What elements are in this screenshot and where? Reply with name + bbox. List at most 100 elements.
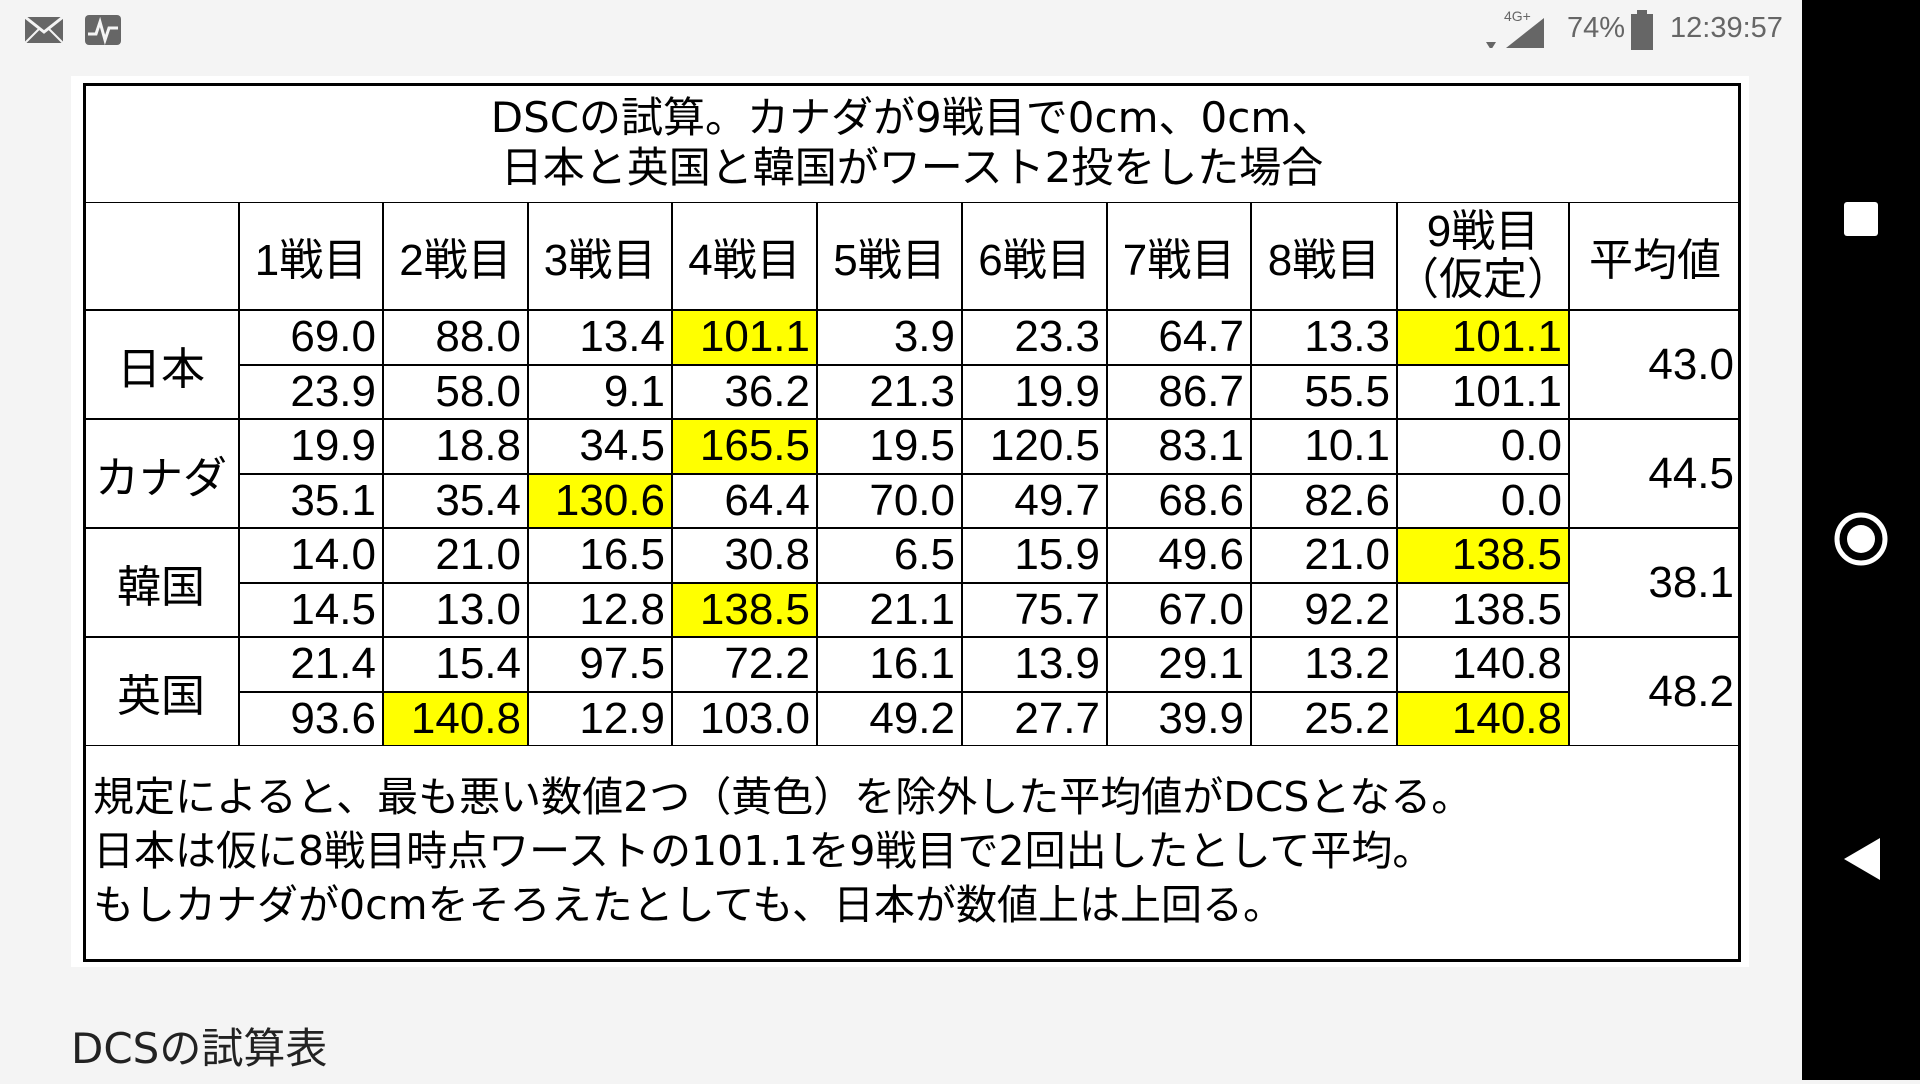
value-cell: 21.3 xyxy=(817,364,962,419)
value-cell: 21.4 xyxy=(239,637,383,692)
header-cell: 平均値 xyxy=(1569,202,1741,310)
value-cell: 19.9 xyxy=(239,419,383,474)
value-cell: 34.5 xyxy=(528,419,672,474)
value-cell: 14.5 xyxy=(239,582,383,637)
value-cell: 64.4 xyxy=(672,473,817,528)
value-cell: 93.6 xyxy=(239,691,383,746)
nav-buttons xyxy=(1834,202,1888,880)
value-cell: 49.6 xyxy=(1107,528,1251,583)
value-cell: 64.7 xyxy=(1107,310,1251,365)
recents-button[interactable] xyxy=(1844,202,1878,236)
value-cell: 13.3 xyxy=(1251,310,1397,365)
header-cell: 3戦目 xyxy=(528,202,672,310)
home-button-dot xyxy=(1847,525,1875,553)
header-cell: 8戦目 xyxy=(1251,202,1397,310)
image-caption: DCSの試算表 xyxy=(71,1024,328,1073)
value-cell: 39.9 xyxy=(1107,691,1251,746)
value-cell: 29.1 xyxy=(1107,637,1251,692)
value-cell: 12.8 xyxy=(528,582,672,637)
back-button[interactable] xyxy=(1844,838,1880,880)
value-cell: 138.5 xyxy=(1397,528,1569,583)
note-line: 日本は仮に8戦目時点ワーストの101.1を9戦目で2回出したとして平均。 xyxy=(93,827,1434,875)
value-cell: 130.6 xyxy=(528,473,672,528)
note-line: もしカナダが0cmをそろえたとしても、日本が数値上は上回る。 xyxy=(93,881,1285,929)
country-cell: 韓国 xyxy=(83,528,239,637)
clock: 12:39:57 xyxy=(1670,12,1783,44)
value-cell: 16.5 xyxy=(528,528,672,583)
table-image xyxy=(71,76,1749,967)
value-cell: 82.6 xyxy=(1251,473,1397,528)
value-cell: 15.4 xyxy=(383,637,528,692)
country-cell: 英国 xyxy=(83,637,239,746)
value-cell: 68.6 xyxy=(1107,473,1251,528)
value-cell: 92.2 xyxy=(1251,582,1397,637)
value-cell: 0.0 xyxy=(1397,419,1569,474)
value-cell: 72.2 xyxy=(672,637,817,692)
status-bar: 4G+ 74% 12:39:57 xyxy=(0,0,1802,59)
value-cell: 58.0 xyxy=(383,364,528,419)
value-cell: 140.8 xyxy=(383,691,528,746)
title-line: DSCの試算。カナダが9戦目で0cm、0cm、 xyxy=(490,92,1334,142)
value-cell: 103.0 xyxy=(672,691,817,746)
value-cell: 140.8 xyxy=(1397,691,1569,746)
value-cell: 35.4 xyxy=(383,473,528,528)
value-cell: 21.0 xyxy=(383,528,528,583)
value-cell: 30.8 xyxy=(672,528,817,583)
value-cell: 23.3 xyxy=(962,310,1107,365)
corner-cell xyxy=(83,202,239,310)
activity-icon xyxy=(85,15,121,46)
value-cell: 101.1 xyxy=(1397,310,1569,365)
value-cell: 13.2 xyxy=(1251,637,1397,692)
value-cell: 138.5 xyxy=(1397,582,1569,637)
title-line: 日本と英国と韓国がワースト2投をした場合 xyxy=(500,142,1324,192)
battery-icon xyxy=(1631,10,1653,50)
header-cell: 7戦目 xyxy=(1107,202,1251,310)
value-cell: 86.7 xyxy=(1107,364,1251,419)
average-cell: 44.5 xyxy=(1569,419,1741,528)
value-cell: 27.7 xyxy=(962,691,1107,746)
value-cell: 0.0 xyxy=(1397,473,1569,528)
value-cell: 138.5 xyxy=(672,582,817,637)
value-cell: 12.9 xyxy=(528,691,672,746)
average-cell: 38.1 xyxy=(1569,528,1741,637)
value-cell: 14.0 xyxy=(239,528,383,583)
value-cell: 165.5 xyxy=(672,419,817,474)
country-cell: カナダ xyxy=(83,419,239,528)
header-cell: 9戦目 （仮定） xyxy=(1397,202,1569,310)
value-cell: 9.1 xyxy=(528,364,672,419)
value-cell: 83.1 xyxy=(1107,419,1251,474)
table-frame xyxy=(83,83,1741,962)
average-cell: 43.0 xyxy=(1569,310,1741,419)
value-cell: 101.1 xyxy=(1397,364,1569,419)
value-cell: 55.5 xyxy=(1251,364,1397,419)
table-title: DSCの試算。カナダが9戦目で0cm、0cm、 日本と英国と韓国がワースト2投をし… xyxy=(83,83,1741,202)
value-cell: 101.1 xyxy=(672,310,817,365)
value-cell: 120.5 xyxy=(962,419,1107,474)
value-cell: 36.2 xyxy=(672,364,817,419)
value-cell: 75.7 xyxy=(962,582,1107,637)
value-cell: 21.0 xyxy=(1251,528,1397,583)
value-cell: 15.9 xyxy=(962,528,1107,583)
value-cell: 13.9 xyxy=(962,637,1107,692)
value-cell: 10.1 xyxy=(1251,419,1397,474)
value-cell: 49.2 xyxy=(817,691,962,746)
battery-label: 74% xyxy=(1567,12,1626,44)
value-cell: 25.2 xyxy=(1251,691,1397,746)
network-label: 4G+ xyxy=(1504,8,1531,24)
value-cell: 69.0 xyxy=(239,310,383,365)
value-cell: 13.4 xyxy=(528,310,672,365)
value-cell: 140.8 xyxy=(1397,637,1569,692)
home-button[interactable] xyxy=(1834,512,1888,566)
value-cell: 67.0 xyxy=(1107,582,1251,637)
value-cell: 19.5 xyxy=(817,419,962,474)
value-cell: 49.7 xyxy=(962,473,1107,528)
header-cell: 4戦目 xyxy=(672,202,817,310)
header-cell: 2戦目 xyxy=(383,202,528,310)
value-cell: 19.9 xyxy=(962,364,1107,419)
value-cell: 18.8 xyxy=(383,419,528,474)
value-cell: 23.9 xyxy=(239,364,383,419)
signal-icon xyxy=(1486,18,1544,48)
table-notes: 規定によると、最も悪い数値2つ（黄色）を除外した平均値がDCSとなる。 日本は仮に… xyxy=(93,770,1472,932)
value-cell: 3.9 xyxy=(817,310,962,365)
